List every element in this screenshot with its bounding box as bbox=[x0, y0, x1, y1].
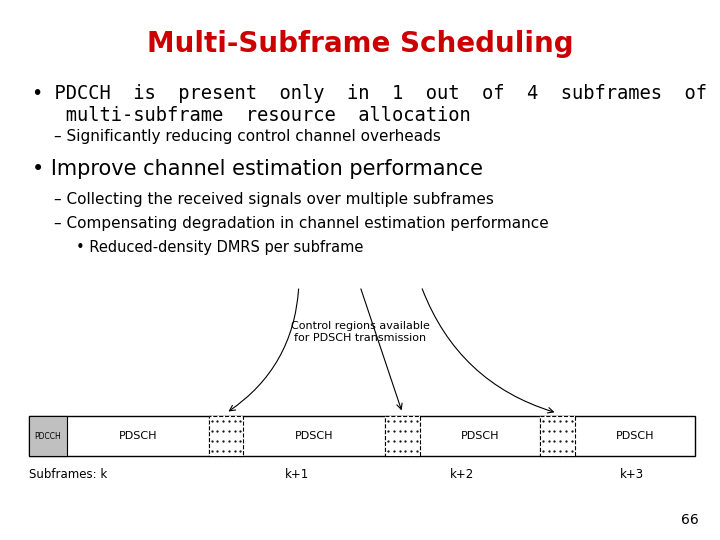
Bar bbox=[29, 416, 695, 456]
Text: • Improve channel estimation performance: • Improve channel estimation performance bbox=[32, 159, 483, 179]
Text: k+1: k+1 bbox=[284, 468, 309, 481]
Text: 66: 66 bbox=[680, 512, 698, 526]
Text: PDSCH: PDSCH bbox=[295, 431, 333, 441]
Text: k+3: k+3 bbox=[620, 468, 644, 481]
Text: • Reduced-density DMRS per subframe: • Reduced-density DMRS per subframe bbox=[76, 240, 363, 255]
Bar bbox=[209, 416, 243, 456]
Text: PDSCH: PDSCH bbox=[461, 431, 499, 441]
Text: Subframes: k: Subframes: k bbox=[29, 468, 107, 481]
Text: k+2: k+2 bbox=[450, 468, 474, 481]
Text: PDCCH: PDCCH bbox=[35, 431, 61, 441]
Bar bbox=[385, 416, 420, 456]
Bar bbox=[540, 416, 575, 456]
Bar bbox=[540, 416, 575, 456]
Text: PDSCH: PDSCH bbox=[616, 431, 654, 441]
Bar bbox=[385, 416, 420, 456]
Text: • PDCCH  is  present  only  in  1  out  of  4  subframes  of  the
   multi-subfr: • PDCCH is present only in 1 out of 4 su… bbox=[32, 84, 720, 125]
Bar bbox=[29, 416, 67, 456]
Text: – Collecting the received signals over multiple subframes: – Collecting the received signals over m… bbox=[54, 192, 494, 207]
Text: Control regions available
for PDSCH transmission: Control regions available for PDSCH tran… bbox=[291, 321, 429, 343]
Text: PDSCH: PDSCH bbox=[119, 431, 157, 441]
Text: – Significantly reducing control channel overheads: – Significantly reducing control channel… bbox=[54, 129, 441, 144]
Text: – Compensating degradation in channel estimation performance: – Compensating degradation in channel es… bbox=[54, 216, 549, 231]
Bar bbox=[209, 416, 243, 456]
Text: Multi-Subframe Scheduling: Multi-Subframe Scheduling bbox=[147, 30, 573, 58]
